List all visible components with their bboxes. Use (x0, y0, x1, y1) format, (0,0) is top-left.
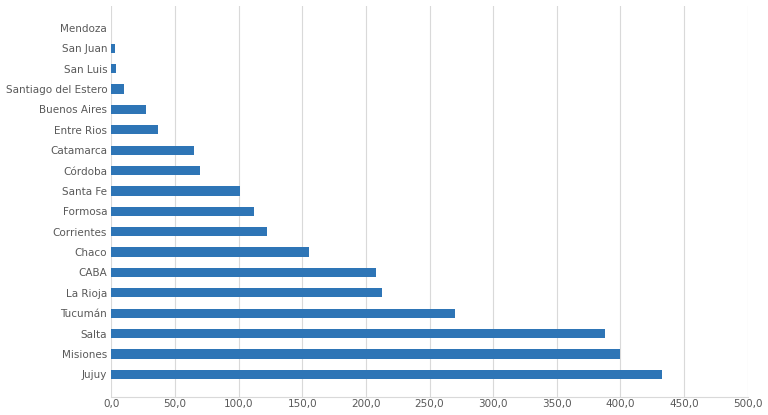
Bar (111, 329, 605, 338)
Bar (111, 44, 115, 53)
Bar (111, 85, 124, 94)
Bar (111, 349, 621, 359)
Bar (111, 166, 200, 175)
Bar (111, 247, 309, 256)
Bar (111, 146, 194, 155)
Bar (111, 105, 146, 114)
Bar (111, 64, 117, 73)
Bar (111, 268, 376, 277)
Bar (111, 186, 240, 195)
Bar (111, 370, 663, 379)
Bar (111, 288, 382, 298)
Bar (111, 125, 158, 134)
Bar (111, 227, 266, 236)
Bar (111, 207, 254, 216)
Bar (111, 309, 455, 318)
